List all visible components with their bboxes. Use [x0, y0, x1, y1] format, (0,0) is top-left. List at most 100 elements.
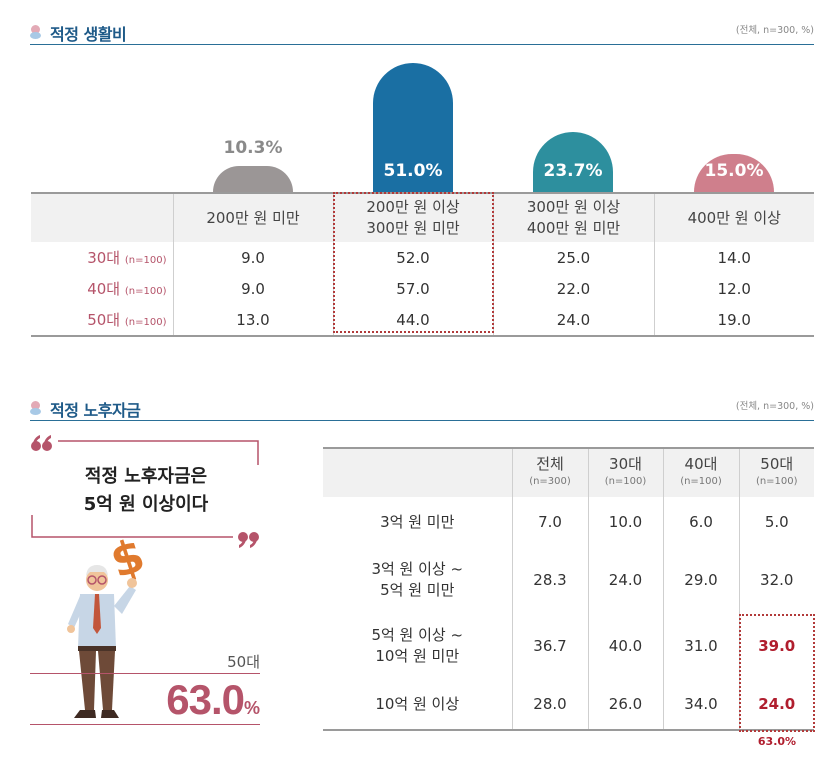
- table-cell: 14.0: [653, 242, 814, 273]
- row-label: 30대 (n=100): [31, 242, 173, 273]
- column-header: 50대 (n=100): [738, 447, 814, 497]
- age-label: 40대: [87, 280, 121, 298]
- table-cell: 12.0: [653, 273, 814, 304]
- highlight-note: 63.0%: [757, 735, 797, 748]
- column-header: 300만 원 이상 400만 원 미만: [492, 192, 654, 242]
- table-row: 5억 원 이상 ~ 10억 원 미만 36.7 40.0 31.0 39.0: [323, 613, 814, 679]
- row-label: 10억 원 이상: [323, 679, 512, 731]
- age-label: 50대: [87, 311, 121, 329]
- column-header-label: 전체: [536, 455, 564, 473]
- sample-size: (n=100): [124, 317, 167, 328]
- callout-unit: %: [243, 698, 260, 718]
- row-label: 50대 (n=100): [31, 304, 173, 337]
- table-cell: 24.0: [587, 547, 663, 613]
- retirement-fund-table: 전체 (n=300) 30대 (n=100) 40대 (n=100) 50대 (n=10…: [323, 447, 814, 731]
- table-row: 3억 원 이상 ~ 5억 원 미만 28.3 24.0 29.0 32.0: [323, 547, 814, 613]
- table-cell: 10.0: [587, 497, 663, 547]
- table-cell: 9.0: [172, 273, 333, 304]
- section-header-retirement-fund: 적정 노후자금 (전체, n=300, %): [30, 398, 814, 421]
- bar: [533, 132, 613, 192]
- table-corner-cell: [31, 192, 173, 242]
- table-cell: 34.0: [662, 679, 739, 731]
- callout-divider: [30, 724, 260, 725]
- table-row: 3억 원 미만 7.0 10.0 6.0 5.0: [323, 497, 814, 547]
- bar: [373, 63, 453, 192]
- table-cell: 32.0: [738, 547, 814, 613]
- table-header-row: 전체 (n=300) 30대 (n=100) 40대 (n=100) 50대 (n=10…: [323, 447, 814, 497]
- table-header-row: 200만 원 미만 200만 원 이상 300만 원 미만 300만 원 이상 …: [31, 192, 814, 242]
- quote-text: 적정 노후자금은 5억 원 이상이다: [56, 463, 236, 519]
- dollar-icon: $: [104, 528, 151, 589]
- row-label: 3억 원 미만: [380, 512, 455, 531]
- section-note: (전체, n=300, %): [735, 25, 814, 36]
- column-header: 400만 원 이상: [653, 192, 814, 242]
- bar-value-label: 15.0%: [704, 161, 764, 181]
- column-header-label: 30대: [609, 455, 642, 473]
- table-cell-highlight: 24.0: [738, 679, 814, 731]
- section-note: (전체, n=300, %): [735, 401, 814, 412]
- row-label: 3억 원 이상 ~ 5억 원 미만: [371, 560, 464, 599]
- table-cell: 28.0: [511, 679, 588, 731]
- section-title: 적정 노후자금: [50, 401, 141, 420]
- man-holding-dollar-illustration: $: [67, 528, 151, 718]
- age-label: 30대: [87, 249, 121, 267]
- column-header-label: 200만 원 미만: [206, 208, 300, 227]
- table-cell: 28.3: [511, 547, 588, 613]
- table-row: 40대 (n=100) 9.0 57.0 22.0 12.0: [31, 273, 814, 304]
- callout-value: 63.0%: [120, 676, 260, 724]
- table-cell: 7.0: [511, 497, 588, 547]
- row-label: 40대 (n=100): [31, 273, 173, 304]
- bar-value-label: 23.7%: [543, 161, 603, 181]
- table-cell: 25.0: [492, 242, 654, 273]
- column-header-label: 200만 원 이상 300만 원 미만: [366, 198, 460, 237]
- column-header-label: 400만 원 이상: [687, 208, 781, 227]
- callout-number: 63.0: [166, 676, 245, 723]
- bar: [213, 165, 293, 192]
- highlight-box: [333, 192, 494, 333]
- table-corner-cell: [323, 447, 512, 497]
- bar-value-label: 10.3%: [223, 137, 283, 158]
- sample-size: (n=100): [604, 476, 647, 487]
- table-cell: 31.0: [662, 613, 739, 679]
- table-cell: 22.0: [492, 273, 654, 304]
- column-header: 30대 (n=100): [587, 447, 663, 497]
- quote-line: 5억 원 이상이다: [83, 494, 209, 515]
- bullet-icon: [30, 25, 42, 39]
- table-cell: 24.0: [492, 304, 654, 337]
- living-cost-table: 200만 원 미만 200만 원 이상 300만 원 미만 300만 원 이상 …: [31, 192, 814, 337]
- column-header-label: 50대: [760, 455, 794, 473]
- callout-age: 50대: [227, 653, 260, 671]
- column-header: 200만 원 미만: [172, 192, 333, 242]
- bar-value-label: 51.0%: [383, 161, 443, 181]
- table-cell: 6.0: [662, 497, 739, 547]
- section-title: 적정 생활비: [50, 25, 127, 44]
- table-cell: 13.0: [172, 304, 333, 337]
- close-quote-icon: [238, 532, 259, 548]
- table-row: 50대 (n=100) 13.0 44.0 24.0 19.0: [31, 304, 814, 337]
- table-cell: 19.0: [653, 304, 814, 337]
- table-cell-highlight: 39.0: [738, 613, 814, 679]
- table-cell: 40.0: [587, 613, 663, 679]
- column-header: 전체 (n=300): [511, 447, 588, 497]
- table-cell: 5.0: [738, 497, 814, 547]
- table-row: 30대 (n=100) 9.0 52.0 25.0 14.0: [31, 242, 814, 273]
- callout-divider: [30, 673, 260, 674]
- table-cell: 9.0: [172, 242, 333, 273]
- table-cell: 26.0: [587, 679, 663, 731]
- open-quote-icon: [31, 435, 52, 451]
- sample-size: (n=100): [680, 476, 722, 487]
- quote-frame: [31, 435, 259, 548]
- sample-size: (n=300): [529, 476, 571, 487]
- row-label: 5억 원 이상 ~ 10억 원 미만: [371, 626, 464, 665]
- column-header: 40대 (n=100): [662, 447, 739, 497]
- table-row: 10억 원 이상 28.0 26.0 34.0 24.0: [323, 679, 814, 731]
- sample-size: (n=100): [124, 286, 167, 297]
- table-cell: 29.0: [662, 547, 739, 613]
- quote-line: 적정 노후자금은: [84, 466, 208, 487]
- table-cell: 52.0: [332, 242, 493, 273]
- column-header: 200만 원 이상 300만 원 미만: [332, 192, 493, 242]
- bullet-icon: [30, 401, 42, 415]
- column-header-label: 300만 원 이상 400만 원 미만: [526, 198, 621, 237]
- sample-size: (n=100): [124, 255, 167, 266]
- table-cell: 36.7: [511, 613, 588, 679]
